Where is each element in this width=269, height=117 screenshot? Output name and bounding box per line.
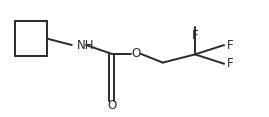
Text: NH: NH xyxy=(77,38,94,52)
Text: O: O xyxy=(107,99,116,112)
Text: F: F xyxy=(227,57,234,70)
Text: F: F xyxy=(192,29,198,42)
Text: O: O xyxy=(131,47,140,60)
Text: F: F xyxy=(227,38,234,52)
